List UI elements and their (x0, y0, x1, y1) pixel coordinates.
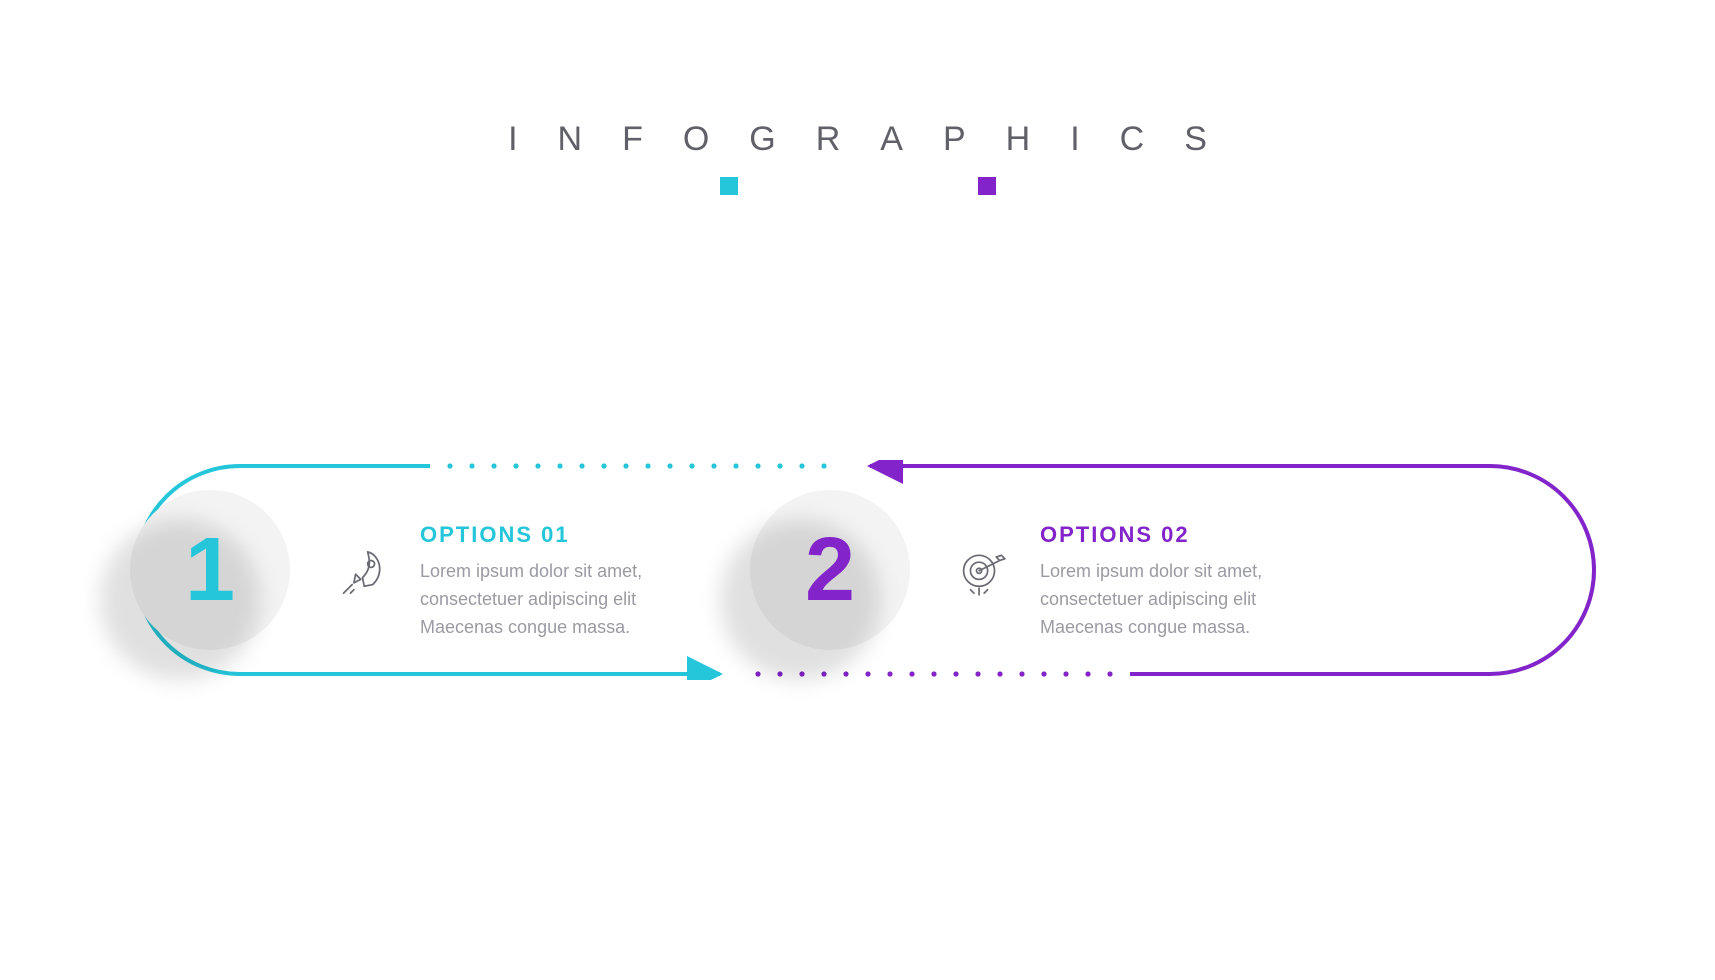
accent-square-2 (978, 177, 996, 195)
option-1-number: 1 (185, 525, 235, 615)
infographic-canvas: INFOGRAPHICS (0, 0, 1715, 980)
option-1: 1 OPTIONS 01 Lorem ipsum dolor sit amet,… (130, 460, 750, 680)
option-1-body: Lorem ipsum dolor sit amet, consectetuer… (420, 558, 720, 642)
header: INFOGRAPHICS (0, 120, 1715, 195)
title-accent-squares (0, 177, 1715, 195)
options-row: 1 OPTIONS 01 Lorem ipsum dolor sit amet,… (130, 460, 1600, 680)
target-icon (955, 545, 1010, 600)
option-2-body: Lorem ipsum dolor sit amet, consectetuer… (1040, 558, 1340, 642)
option-1-text: OPTIONS 01 Lorem ipsum dolor sit amet, c… (420, 522, 720, 642)
option-1-badge: 1 (130, 490, 290, 650)
option-2-badge: 2 (750, 490, 910, 650)
option-2: 2 OPTIONS 02 Lorem ipsum dolor sit amet,… (750, 460, 1480, 680)
option-2-number: 2 (805, 525, 855, 615)
page-title: INFOGRAPHICS (0, 120, 1715, 159)
accent-square-1 (720, 177, 738, 195)
rocket-icon (335, 545, 390, 600)
option-1-title: OPTIONS 01 (420, 522, 720, 548)
option-2-title: OPTIONS 02 (1040, 522, 1340, 548)
option-2-text: OPTIONS 02 Lorem ipsum dolor sit amet, c… (1040, 522, 1340, 642)
